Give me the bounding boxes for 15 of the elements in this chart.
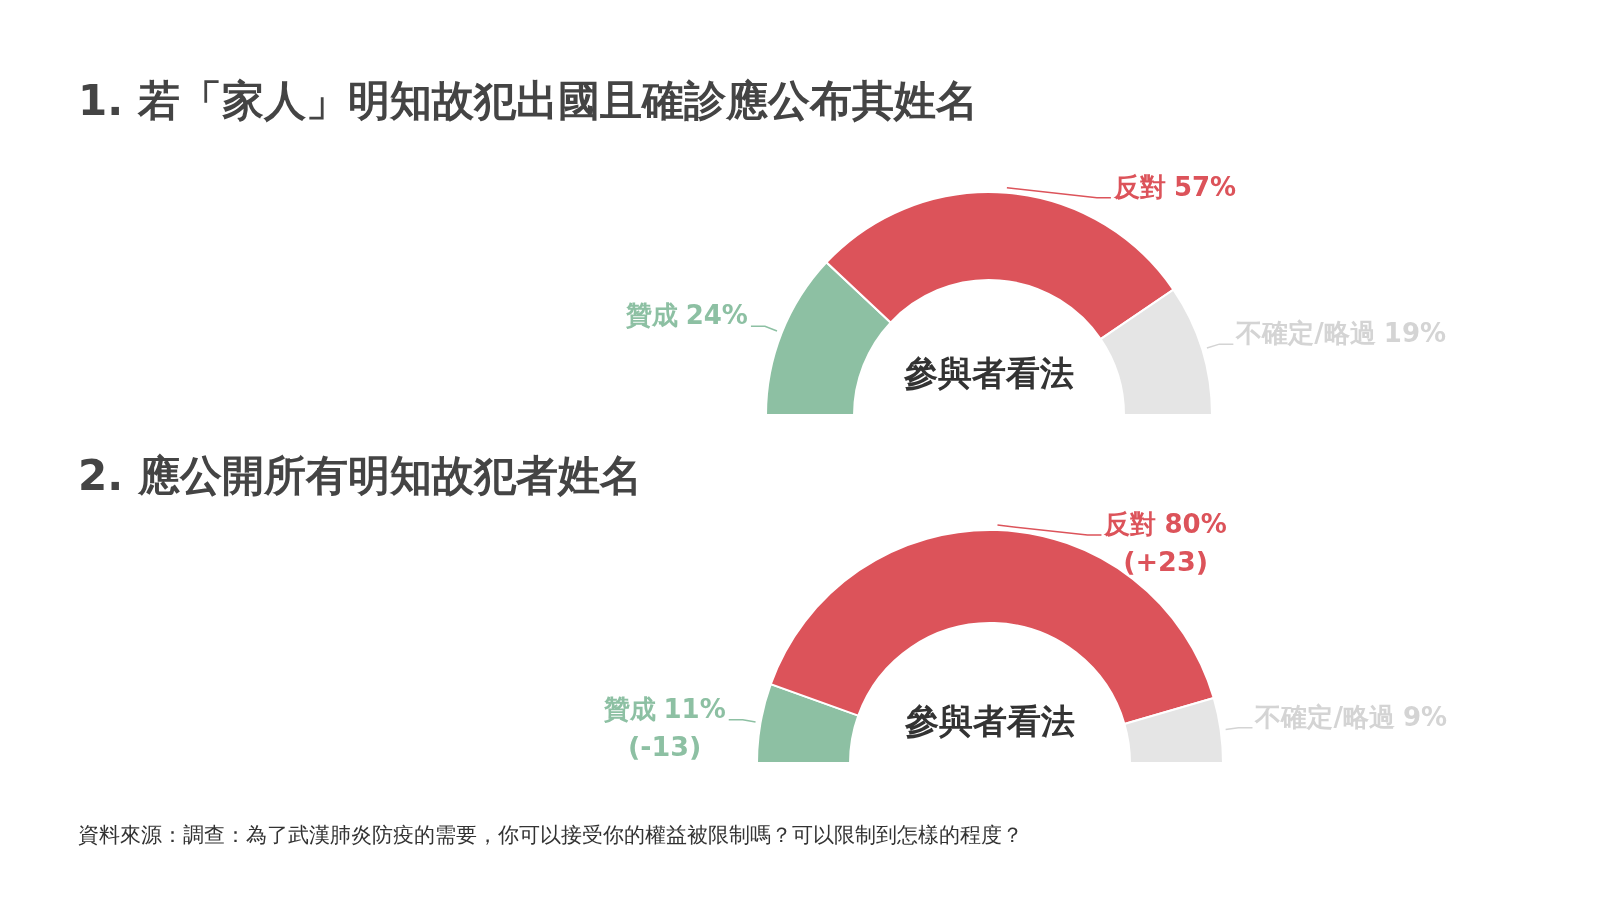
text: 參與者看法 — [903, 353, 1074, 393]
data-label: 80% — [1164, 509, 1227, 540]
slice-label: 反對 — [1112, 171, 1166, 202]
chart-title: 1. 若「家人」明知故犯出國且確診應公布其姓名 — [78, 76, 978, 125]
text: 參與者看法 — [904, 701, 1075, 741]
text: (+23) — [1123, 546, 1209, 578]
data-label: 57% — [1173, 171, 1237, 202]
slice-label: 反對 — [1103, 509, 1157, 540]
data-label: 24% — [685, 300, 748, 331]
text: (-13) — [627, 730, 702, 762]
source-note: 資料來源：調查：為了武漢肺炎防疫的需要，你可以接受你的權益被限制嗎？可以限制到怎樣的程度？ — [78, 823, 1023, 847]
chart-title: 2. 應公開所有明知故犯者姓名 — [78, 451, 642, 500]
data-label: 11% — [663, 693, 726, 724]
slice-label: 贊成 — [602, 693, 656, 724]
slice-label: 贊成 — [624, 300, 678, 331]
